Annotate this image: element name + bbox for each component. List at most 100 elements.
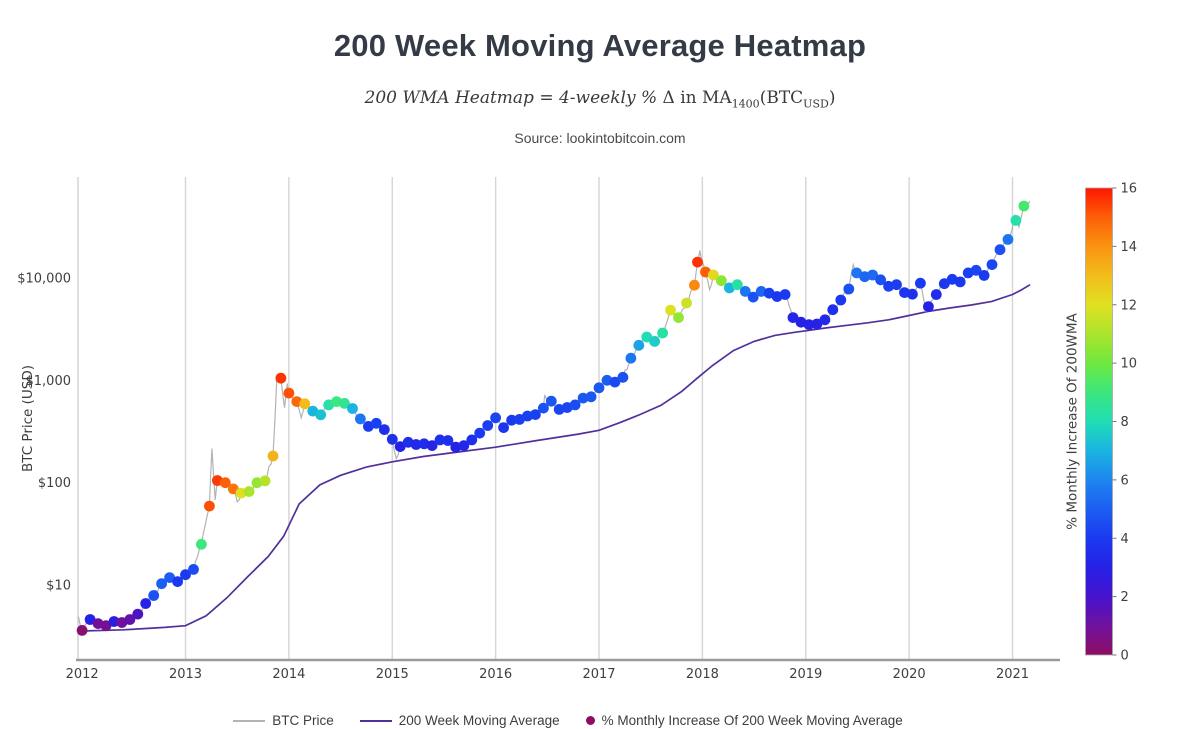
heatmap-dot[interactable]	[164, 572, 176, 583]
heatmap-dot[interactable]	[482, 420, 494, 431]
heatmap-dot[interactable]	[625, 352, 637, 364]
heatmap-dot[interactable]	[673, 312, 684, 323]
heatmap-dot[interactable]	[490, 412, 501, 424]
heatmap-dot[interactable]	[530, 409, 541, 420]
wma-line[interactable]	[82, 283, 1031, 632]
heatmap-dot[interactable]	[275, 372, 287, 384]
y-axis-labels: $10 $100 $1,000 $10,000	[17, 271, 71, 593]
heatmap-dot[interactable]	[76, 625, 88, 636]
heatmap-dot[interactable]	[347, 403, 358, 414]
heatmap-dot[interactable]	[1010, 215, 1022, 226]
heatmap-dot[interactable]	[585, 391, 597, 403]
heatmap-dot[interactable]	[1002, 234, 1014, 245]
heatmap-dot[interactable]	[692, 256, 703, 268]
heatmap-dot[interactable]	[140, 598, 152, 609]
heatmap-dot[interactable]	[339, 398, 350, 409]
heatmap-dot[interactable]	[779, 289, 791, 300]
heatmap-dot[interactable]	[156, 578, 168, 590]
heatmap-dot[interactable]	[716, 275, 727, 287]
heatmap-dot[interactable]	[188, 564, 199, 575]
heatmap-dot[interactable]	[731, 279, 743, 291]
heatmap-dot[interactable]	[124, 614, 136, 625]
heatmap-dot[interactable]	[545, 395, 557, 407]
heatmap-dot[interactable]	[930, 289, 942, 300]
legend-item-monthly-increase[interactable]: % Monthly Increase Of 200 Week Moving Av…	[585, 713, 903, 728]
heatmap-dot[interactable]	[843, 283, 855, 295]
heatmap-dot[interactable]	[100, 620, 112, 632]
heatmap-dot[interactable]	[259, 475, 271, 487]
heatmap-dot[interactable]	[466, 434, 478, 446]
heatmap-dot[interactable]	[426, 440, 438, 451]
heatmap-dot[interactable]	[370, 417, 382, 429]
heatmap-dot[interactable]	[243, 486, 255, 497]
heatmap-dot[interactable]	[811, 318, 823, 330]
heatmap-dot[interactable]	[649, 336, 660, 347]
heatmap-dot[interactable]	[633, 339, 645, 351]
heatmap-dot[interactable]	[994, 244, 1006, 256]
heatmap-dot[interactable]	[474, 427, 486, 439]
heatmap-dot[interactable]	[196, 538, 207, 550]
heatmap-dot[interactable]	[299, 398, 311, 410]
heatmap-dot[interactable]	[84, 614, 96, 625]
heatmap-dot[interactable]	[283, 387, 295, 399]
heatmap-dot[interactable]	[681, 297, 692, 309]
heatmap-dot[interactable]	[986, 259, 998, 270]
heatmap-dot[interactable]	[386, 433, 398, 445]
heatmap-dot[interactable]	[827, 304, 839, 316]
heatmap-dot[interactable]	[108, 616, 120, 627]
heatmap-dot[interactable]	[907, 288, 918, 300]
heatmap-dot[interactable]	[923, 301, 934, 312]
heatmap-dot[interactable]	[498, 422, 509, 433]
heatmap-dot[interactable]	[593, 382, 605, 394]
heatmap-dot[interactable]	[180, 569, 191, 581]
heatmap-dot[interactable]	[434, 434, 446, 446]
heatmap-dot[interactable]	[665, 304, 676, 316]
heatmap-dot[interactable]	[235, 487, 247, 499]
heatmap-dot[interactable]	[577, 392, 589, 404]
btc-price-line[interactable]	[78, 200, 1031, 632]
x-axis-labels: 2012 2013 2014 2015 2016 2017 2018 2019 2020 2021	[66, 667, 1029, 682]
heatmap-dot[interactable]	[819, 314, 831, 326]
heatmap-dot[interactable]	[410, 439, 422, 450]
heatmap-dot[interactable]	[891, 279, 902, 291]
heatmap-dot[interactable]	[267, 450, 279, 462]
heatmap-dot[interactable]	[657, 327, 668, 339]
heatmap-dot[interactable]	[970, 264, 982, 276]
heatmap-dot[interactable]	[148, 590, 160, 601]
heatmap-dot[interactable]	[787, 312, 799, 323]
heatmap-dot[interactable]	[978, 270, 990, 281]
heatmap-dot[interactable]	[739, 286, 751, 297]
heatmap-dot[interactable]	[938, 278, 950, 290]
heatmap-dot[interactable]	[747, 291, 759, 303]
heatmap-dot[interactable]	[875, 274, 886, 286]
colorbar-title: % Monthly Increase Of 200WMA	[1065, 312, 1081, 529]
heatmap-dot[interactable]	[915, 277, 926, 289]
legend-item-btc-price[interactable]: BTC Price	[233, 713, 334, 728]
heatmap-dot[interactable]	[835, 294, 847, 306]
heatmap-dot[interactable]	[803, 319, 815, 330]
heatmap-dot[interactable]	[378, 424, 390, 435]
heatmap-dot[interactable]	[450, 441, 462, 453]
heatmap-dot[interactable]	[569, 399, 581, 411]
heatmap-dot[interactable]	[355, 413, 366, 425]
heatmap-dot[interactable]	[708, 269, 719, 281]
heatmap-dot[interactable]	[609, 376, 621, 388]
heatmap-dot[interactable]	[204, 500, 215, 512]
heatmap-dot[interactable]	[1018, 200, 1030, 212]
heatmap-dot[interactable]	[219, 477, 231, 489]
legend-item-200wma[interactable]: 200 Week Moving Average	[359, 713, 560, 728]
heatmap-dot[interactable]	[394, 441, 406, 452]
heatmap-dot[interactable]	[132, 608, 144, 620]
heatmap-dot[interactable]	[172, 576, 184, 587]
heatmap-dot[interactable]	[315, 409, 327, 421]
heatmap-dot[interactable]	[617, 371, 629, 383]
heatmap-dot[interactable]	[458, 440, 470, 451]
heatmap-dot[interactable]	[442, 435, 454, 446]
heatmap-dot[interactable]	[954, 276, 966, 288]
heatmap-dot[interactable]	[689, 279, 700, 291]
heatmap-dot[interactable]	[506, 414, 517, 426]
heatmap-dot[interactable]	[538, 402, 549, 414]
heatmap-dot[interactable]	[851, 267, 863, 279]
heatmap-dot[interactable]	[867, 269, 878, 281]
